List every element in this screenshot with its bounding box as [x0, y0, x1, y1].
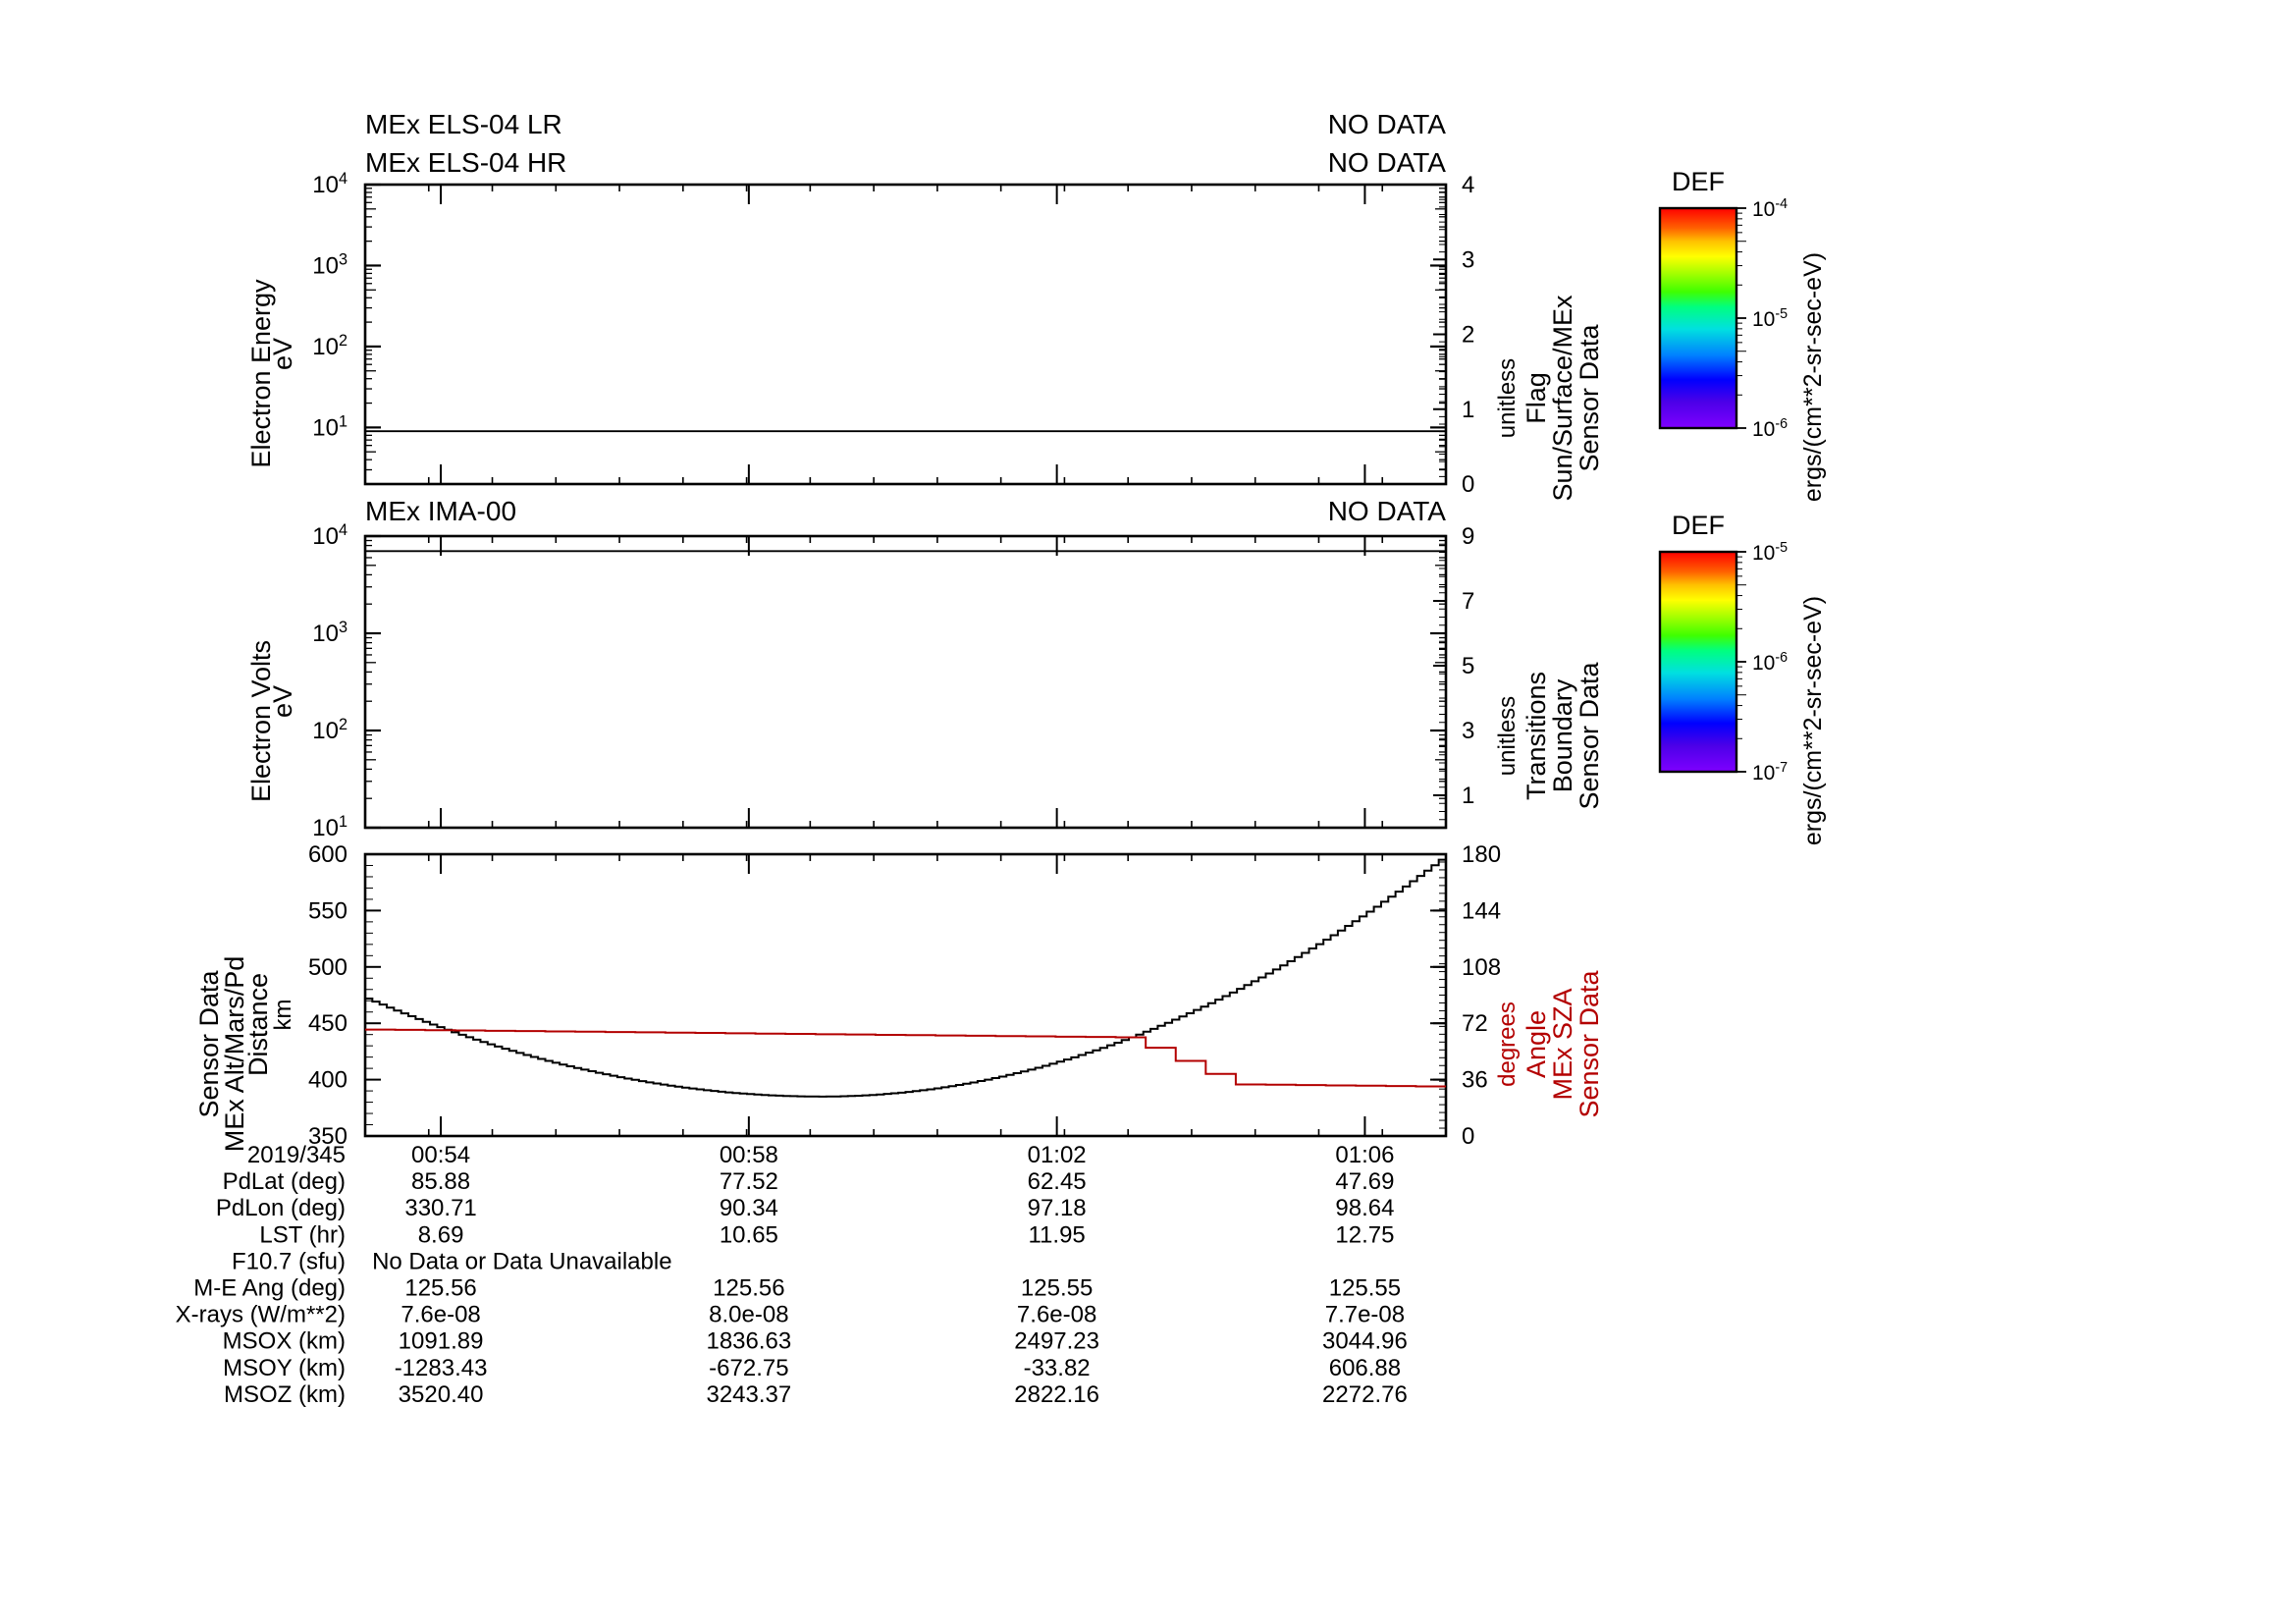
svg-text:MEx ELS-04 LR: MEx ELS-04 LR	[365, 109, 562, 139]
svg-text:Angle: Angle	[1522, 1010, 1551, 1078]
svg-text:eV: eV	[268, 685, 297, 718]
svg-text:Distance: Distance	[243, 973, 273, 1076]
svg-text:3: 3	[1462, 718, 1474, 744]
svg-text:DEF: DEF	[1672, 511, 1725, 540]
svg-text:125.55: 125.55	[1021, 1275, 1093, 1302]
svg-text:9: 9	[1462, 523, 1474, 550]
svg-text:11.95: 11.95	[1028, 1221, 1085, 1248]
svg-text:8.69: 8.69	[418, 1221, 464, 1248]
svg-text:2: 2	[1462, 322, 1474, 349]
svg-text:3520.40: 3520.40	[399, 1381, 484, 1408]
svg-text:MSOZ (km): MSOZ (km)	[224, 1381, 346, 1408]
svg-text:00:54: 00:54	[411, 1142, 470, 1168]
svg-text:600: 600	[308, 841, 347, 868]
svg-text:NO DATA: NO DATA	[1328, 109, 1447, 139]
svg-text:98.64: 98.64	[1335, 1195, 1394, 1221]
svg-text:606.88: 606.88	[1329, 1355, 1401, 1381]
svg-text:2822.16: 2822.16	[1014, 1381, 1099, 1408]
svg-text:MEx IMA-00: MEx IMA-00	[365, 496, 516, 526]
svg-text:125.56: 125.56	[404, 1275, 476, 1302]
svg-text:72: 72	[1462, 1010, 1488, 1037]
svg-text:-33.82: -33.82	[1024, 1355, 1091, 1381]
svg-text:No Data or Data Unavailable: No Data or Data Unavailable	[372, 1248, 672, 1274]
svg-text:1836.63: 1836.63	[706, 1328, 791, 1355]
svg-text:500: 500	[308, 954, 347, 981]
svg-text:2019/345: 2019/345	[247, 1142, 346, 1168]
svg-text:77.52: 77.52	[720, 1168, 778, 1195]
svg-text:450: 450	[308, 1010, 347, 1037]
svg-text:ergs/(cm**2-sr-sec-eV): ergs/(cm**2-sr-sec-eV)	[1799, 596, 1827, 845]
svg-text:2272.76: 2272.76	[1322, 1381, 1408, 1408]
svg-text:4: 4	[1462, 172, 1474, 198]
svg-text:-1283.43: -1283.43	[395, 1355, 488, 1381]
svg-text:Sensor Data: Sensor Data	[1575, 323, 1604, 471]
svg-text:Transitions: Transitions	[1522, 672, 1551, 800]
svg-text:Boundary: Boundary	[1548, 678, 1577, 792]
svg-text:X-rays (W/m**2): X-rays (W/m**2)	[176, 1302, 346, 1328]
svg-text:PdLon (deg): PdLon (deg)	[216, 1195, 346, 1221]
svg-text:3: 3	[1462, 246, 1474, 273]
svg-text:5: 5	[1462, 653, 1474, 679]
svg-text:400: 400	[308, 1067, 347, 1094]
svg-text:Sensor Data: Sensor Data	[1575, 661, 1604, 809]
svg-text:Electron Energy: Electron Energy	[246, 279, 276, 468]
svg-text:MEx SZA: MEx SZA	[1548, 988, 1577, 1100]
svg-text:330.71: 330.71	[404, 1195, 476, 1221]
svg-text:1: 1	[1462, 783, 1474, 809]
svg-text:DEF: DEF	[1672, 167, 1725, 196]
svg-text:0: 0	[1462, 1123, 1474, 1150]
svg-text:unitless: unitless	[1494, 358, 1521, 438]
svg-text:85.88: 85.88	[411, 1168, 470, 1195]
svg-text:3044.96: 3044.96	[1322, 1328, 1408, 1355]
svg-text:Flag: Flag	[1522, 372, 1551, 424]
svg-text:7.7e-08: 7.7e-08	[1325, 1302, 1405, 1328]
svg-text:MSOY (km): MSOY (km)	[223, 1355, 346, 1381]
svg-text:Sun/Surface/MEx: Sun/Surface/MEx	[1548, 295, 1577, 502]
svg-text:MEx ELS-04 HR: MEx ELS-04 HR	[365, 147, 566, 178]
svg-text:47.69: 47.69	[1335, 1168, 1394, 1195]
svg-text:Electron Volts: Electron Volts	[246, 640, 276, 802]
svg-text:97.18: 97.18	[1028, 1195, 1087, 1221]
svg-text:0: 0	[1462, 471, 1474, 498]
svg-text:NO DATA: NO DATA	[1328, 147, 1447, 178]
svg-text:180: 180	[1462, 841, 1501, 868]
svg-text:12.75: 12.75	[1335, 1221, 1394, 1248]
svg-text:8.0e-08: 8.0e-08	[709, 1302, 788, 1328]
svg-text:00:58: 00:58	[720, 1142, 778, 1168]
svg-text:Sensor Data: Sensor Data	[1575, 969, 1604, 1117]
svg-text:01:06: 01:06	[1335, 1142, 1394, 1168]
svg-text:LST (hr): LST (hr)	[259, 1221, 346, 1248]
svg-text:7.6e-08: 7.6e-08	[1017, 1302, 1096, 1328]
svg-text:125.55: 125.55	[1329, 1275, 1401, 1302]
svg-text:eV: eV	[268, 338, 297, 370]
svg-text:01:02: 01:02	[1028, 1142, 1087, 1168]
svg-text:NO DATA: NO DATA	[1328, 496, 1447, 526]
svg-text:PdLat (deg): PdLat (deg)	[223, 1168, 346, 1195]
svg-text:1091.89: 1091.89	[399, 1328, 484, 1355]
svg-text:ergs/(cm**2-sr-sec-eV): ergs/(cm**2-sr-sec-eV)	[1799, 252, 1827, 502]
svg-text:62.45: 62.45	[1028, 1168, 1087, 1195]
svg-text:M-E Ang (deg): M-E Ang (deg)	[193, 1275, 346, 1302]
svg-text:km: km	[270, 1000, 296, 1031]
svg-text:7.6e-08: 7.6e-08	[400, 1302, 480, 1328]
svg-text:MSOX (km): MSOX (km)	[223, 1328, 346, 1355]
svg-text:125.56: 125.56	[713, 1275, 784, 1302]
svg-text:36: 36	[1462, 1067, 1488, 1094]
svg-text:-672.75: -672.75	[709, 1355, 788, 1381]
svg-text:550: 550	[308, 897, 347, 924]
svg-text:degrees: degrees	[1494, 1001, 1521, 1087]
svg-text:144: 144	[1462, 897, 1501, 924]
svg-text:7: 7	[1462, 588, 1474, 615]
svg-text:1: 1	[1462, 397, 1474, 423]
svg-text:unitless: unitless	[1494, 696, 1521, 776]
svg-text:3243.37: 3243.37	[706, 1381, 791, 1408]
svg-text:10.65: 10.65	[720, 1221, 778, 1248]
svg-text:F10.7 (sfu): F10.7 (sfu)	[232, 1248, 346, 1274]
svg-text:90.34: 90.34	[720, 1195, 778, 1221]
svg-text:108: 108	[1462, 954, 1501, 981]
svg-text:2497.23: 2497.23	[1014, 1328, 1099, 1355]
